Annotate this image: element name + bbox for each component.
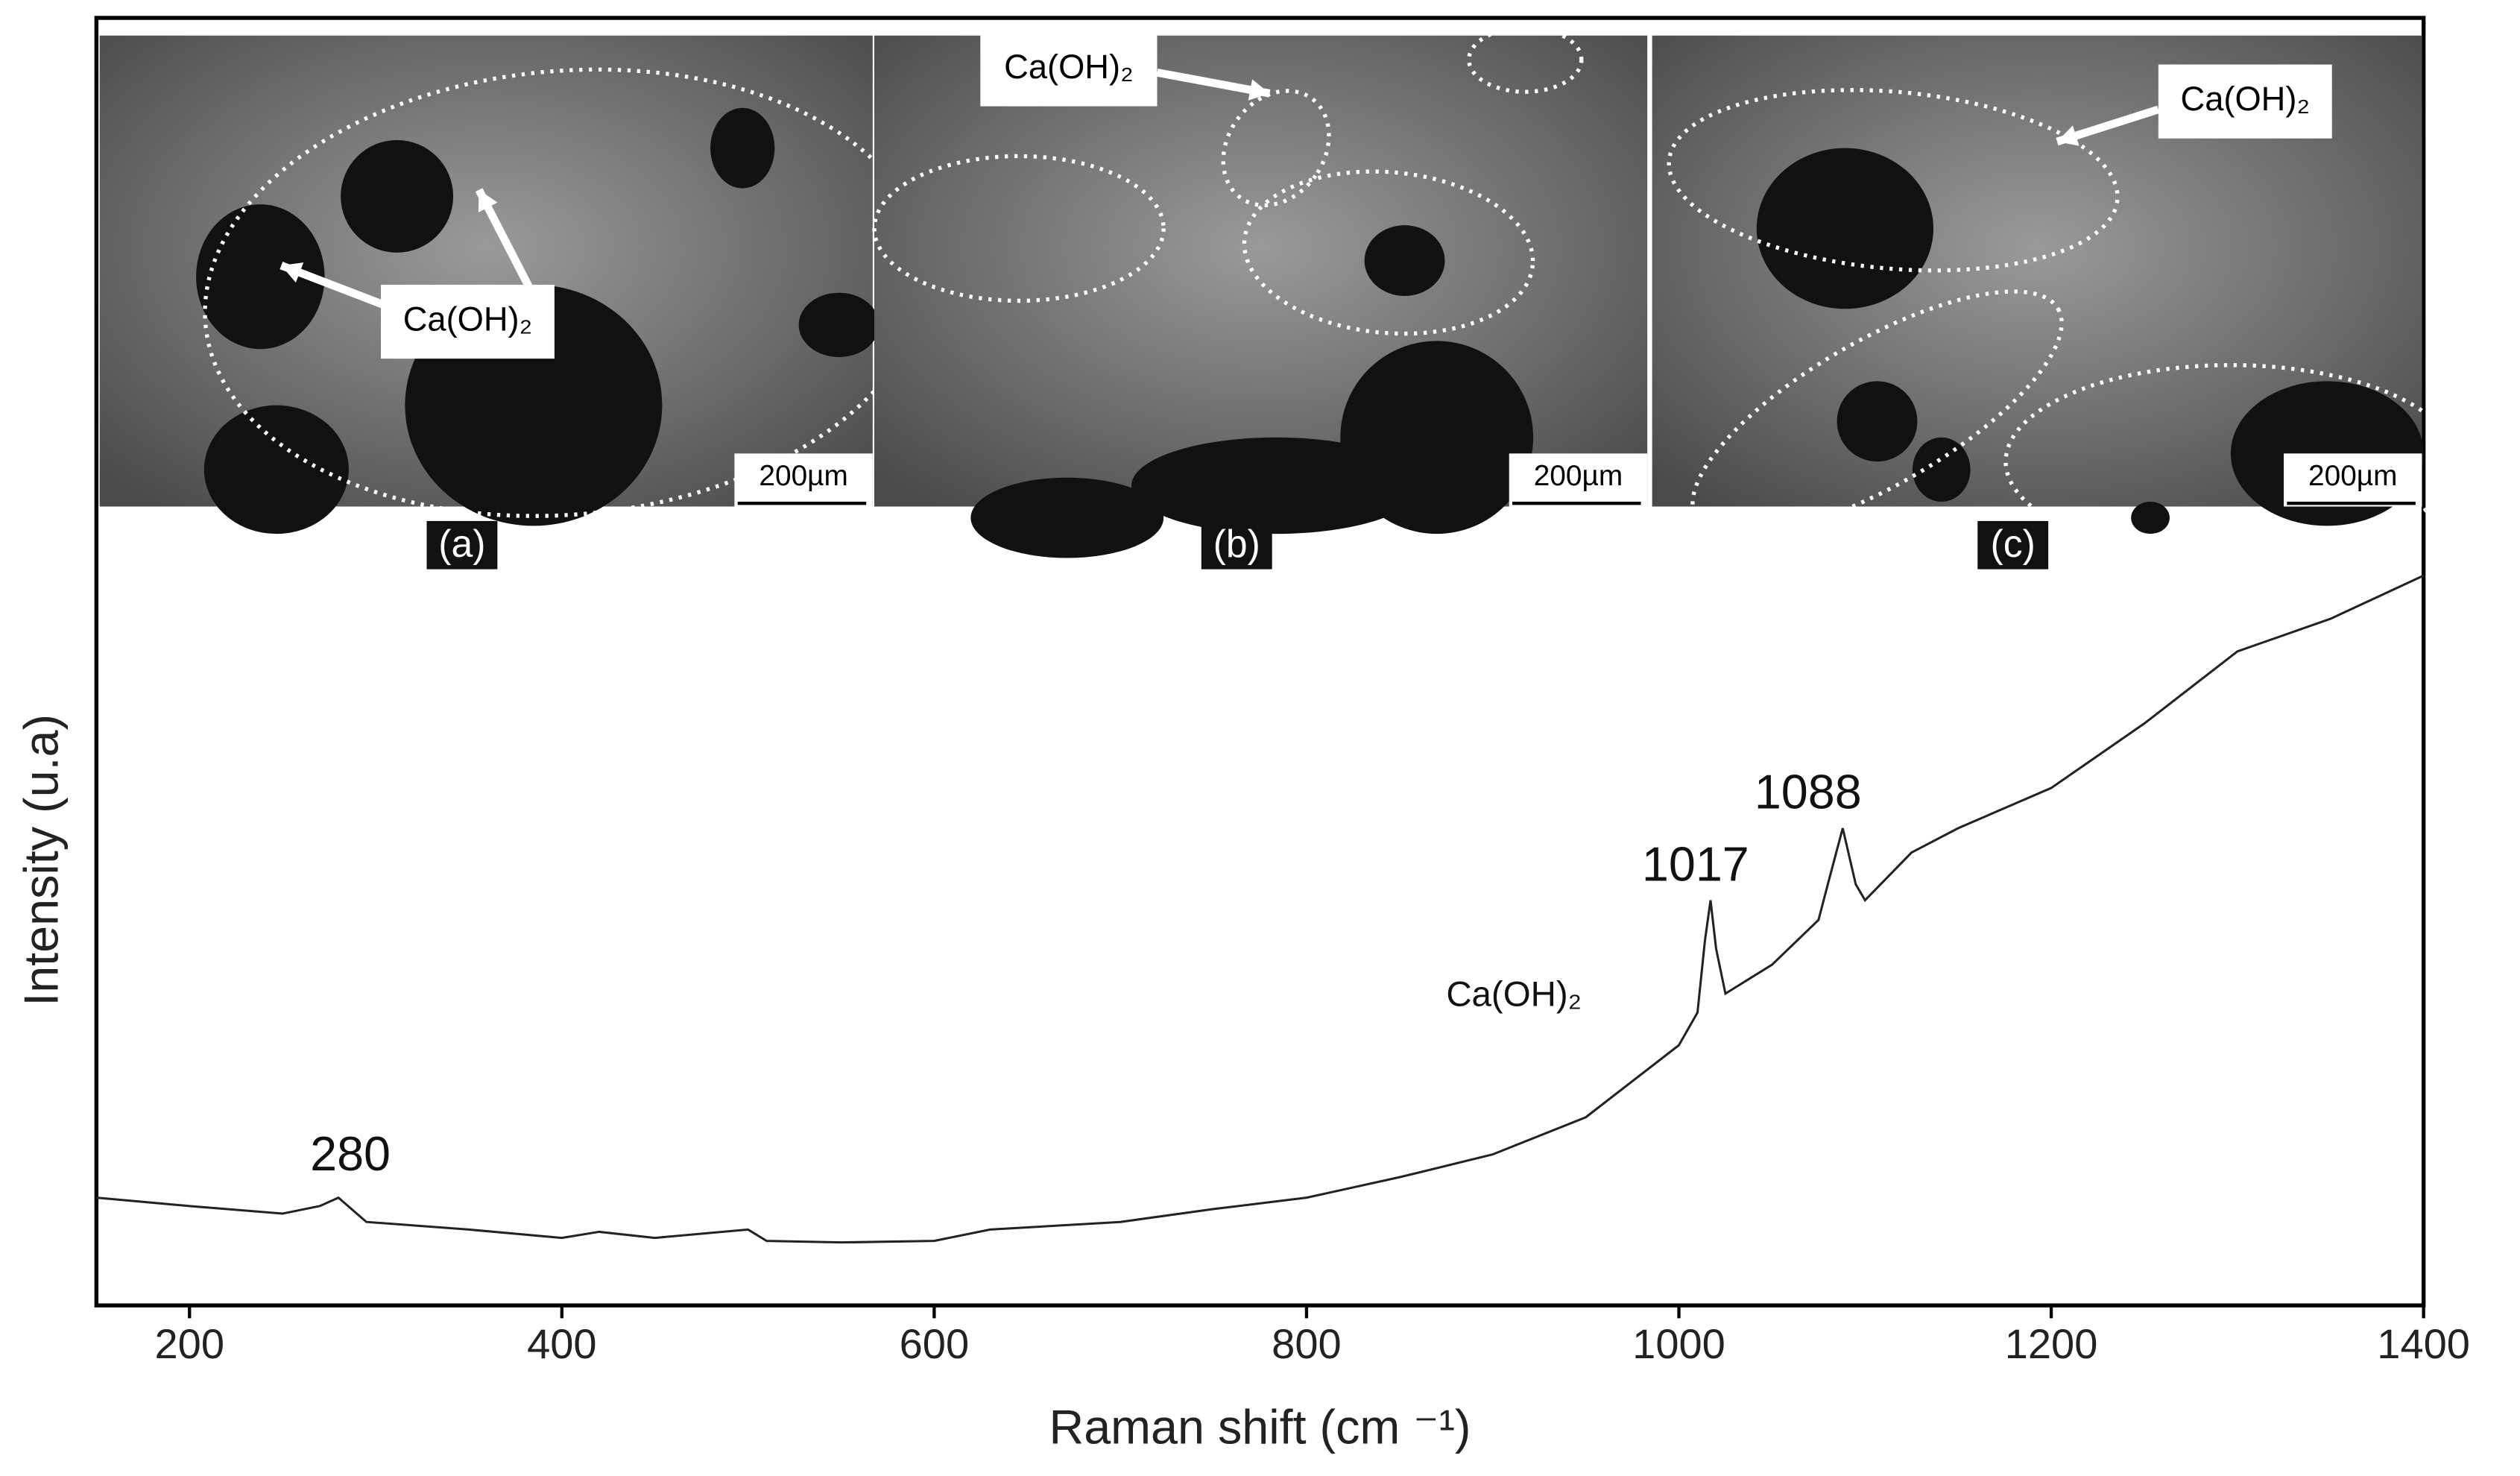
callout-label: Ca(OH)₂ — [2181, 80, 2310, 118]
pore — [798, 292, 880, 357]
peak-annotation: 1088 — [1755, 765, 1862, 819]
panel-label: (b) — [1213, 522, 1260, 565]
pore — [1756, 148, 1933, 309]
highlight-ellipse — [1667, 88, 2120, 273]
pore — [196, 204, 325, 350]
x-tick-label: 1200 — [2005, 1320, 2098, 1367]
pore — [1837, 381, 1918, 462]
scale-bar-box — [2284, 453, 2422, 507]
pore — [1364, 225, 1445, 297]
micrograph: 200µm Ca(OH)₂ — [99, 35, 929, 534]
callout-arrowhead — [1248, 79, 1270, 101]
pore — [203, 405, 349, 534]
highlight-ellipse — [872, 154, 1166, 303]
micrograph: 200µm Ca(OH)₂ — [872, 25, 1648, 558]
x-tick-label: 400 — [527, 1320, 597, 1367]
peak-annotation: 280 — [310, 1126, 391, 1181]
pore — [1912, 437, 1971, 502]
pore — [341, 139, 454, 253]
pore — [710, 107, 775, 189]
callout-arrowhead — [478, 189, 498, 212]
peak-annotation: Ca(OH)₂ — [1446, 975, 1582, 1015]
x-tick-label: 1400 — [2377, 1320, 2470, 1367]
pore — [2131, 502, 2170, 534]
highlight-ellipse — [1242, 169, 1535, 336]
callout-label: Ca(OH)₂ — [403, 300, 532, 338]
x-tick-label: 200 — [155, 1320, 225, 1367]
scale-bar-label: 200µm — [2308, 460, 2397, 492]
y-axis-label: Intensity (u.a) — [13, 714, 68, 1006]
spectrum-line — [96, 574, 2425, 1244]
micrograph: 200µm Ca(OH)₂ — [1652, 35, 2458, 561]
highlight-ellipse — [1467, 25, 1584, 94]
scale-bar-box — [1509, 453, 1648, 507]
peak-annotation: 1017 — [1642, 837, 1749, 892]
panel-label: (a) — [438, 522, 485, 565]
highlight-ellipse — [1690, 289, 2064, 537]
panel-label-box — [426, 520, 498, 570]
x-tick-label: 600 — [900, 1320, 970, 1367]
scale-bar-label: 200µm — [759, 460, 847, 492]
plot-frame — [94, 16, 2426, 1308]
scale-bar-box — [734, 453, 873, 507]
pore — [970, 477, 1164, 558]
scale-bar-label: 200µm — [1534, 460, 1623, 492]
callout-label: Ca(OH)₂ — [1004, 48, 1133, 86]
x-tick-label: 800 — [1272, 1320, 1342, 1367]
callout-arrowhead — [2057, 125, 2080, 146]
panel-label-box — [1977, 520, 2049, 570]
x-axis-label: Raman shift (cm ⁻¹) — [1049, 1399, 1471, 1454]
callout-box — [2158, 64, 2332, 139]
pore — [1340, 341, 1534, 534]
panel-label: (c) — [1991, 522, 2036, 565]
panel-label-box — [1201, 520, 1272, 570]
callout-arrowhead — [281, 262, 304, 283]
x-tick-label: 1000 — [1632, 1320, 1725, 1367]
callout-box — [980, 32, 1158, 107]
callout-box — [381, 284, 555, 359]
highlight-ellipse — [2003, 363, 2458, 561]
